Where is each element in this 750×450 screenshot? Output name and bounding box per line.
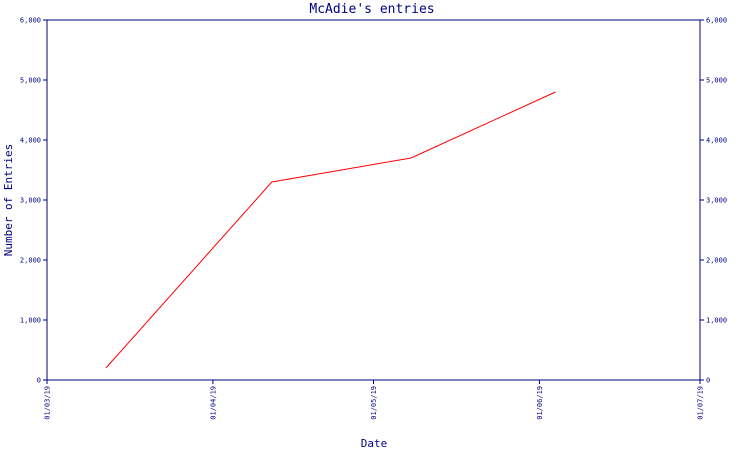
y-tick-label-right: 6,000 — [706, 17, 727, 25]
y-axis-right: 0 1,000 2,000 3,000 4,000 5,000 6,000 — [700, 17, 727, 385]
x-axis: 01/03/19 01/04/19 01/05/19 01/06/19 01/07/19 — [44, 380, 705, 420]
y-tick-label-left: 6,000 — [20, 17, 41, 25]
y-tick-label-right: 0 — [706, 377, 710, 385]
y-tick-label-left: 2,000 — [20, 257, 41, 265]
x-tick-label: 01/07/19 — [697, 386, 705, 420]
x-tick-label: 01/06/19 — [536, 386, 544, 420]
y-tick-label-right: 3,000 — [706, 197, 727, 205]
series-layer — [105, 91, 556, 369]
y-tick-label-right: 2,000 — [706, 257, 727, 265]
series-line — [105, 91, 556, 369]
y-tick-label-right: 1,000 — [706, 317, 727, 325]
y-tick-label-right: 5,000 — [706, 77, 727, 85]
y-tick-label-left: 5,000 — [20, 77, 41, 85]
y-axis-left: 0 1,000 2,000 3,000 4,000 5,000 6,000 — [20, 17, 47, 385]
x-tick-label: 01/05/19 — [370, 386, 378, 420]
chart-title: McAdie's entries — [309, 2, 434, 17]
x-axis-label: Date — [361, 437, 388, 450]
x-tick-label: 01/03/19 — [44, 386, 52, 420]
y-tick-label-right: 4,000 — [706, 137, 727, 145]
y-tick-label-left: 4,000 — [20, 137, 41, 145]
y-tick-label-left: 3,000 — [20, 197, 41, 205]
y-axis-label: Number of Entries — [2, 144, 15, 257]
plot-area-frame — [46, 19, 701, 381]
y-tick-label-left: 1,000 — [20, 317, 41, 325]
y-tick-label-left: 0 — [37, 377, 41, 385]
x-tick-label: 01/04/19 — [209, 386, 217, 420]
